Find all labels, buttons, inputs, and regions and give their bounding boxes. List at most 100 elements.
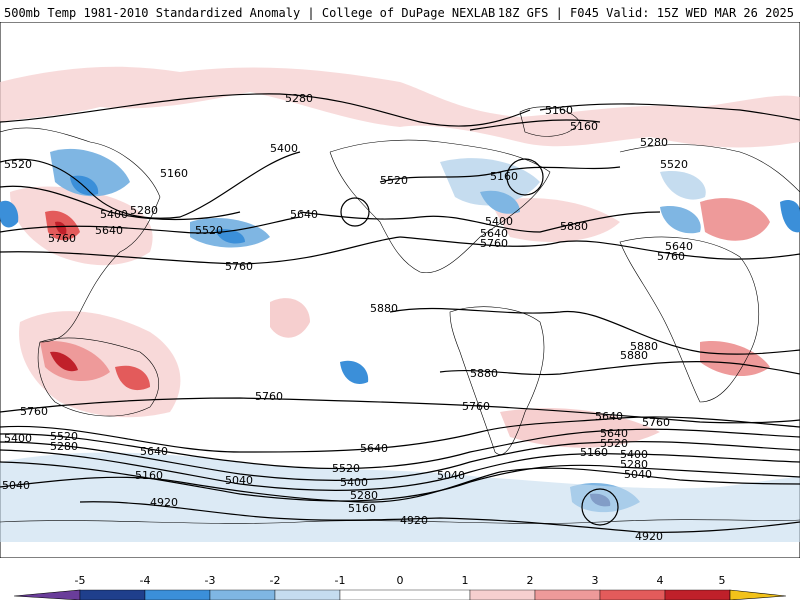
contour-label: 5880: [630, 340, 658, 353]
contour-label: 5760: [657, 250, 685, 263]
contour-label: 5520: [50, 430, 78, 443]
cool-anomaly-west-europe: [660, 171, 706, 200]
contour-label: 5160: [160, 167, 188, 180]
height-contours: [0, 93, 800, 533]
contour-label: 5160: [135, 469, 163, 482]
contour-5160-north: [469, 119, 601, 131]
contour-label: 5640: [600, 427, 628, 440]
contour-5520-na: [379, 166, 621, 183]
contour-5520-south: [0, 428, 800, 470]
cool-anomaly-north-america: [440, 158, 540, 206]
contour-label: 5760: [480, 237, 508, 250]
contour-5760-south: [0, 397, 800, 424]
contour-label: 5880: [560, 220, 588, 233]
colorbar-tick-label: -1: [335, 574, 346, 587]
contour-label: 5280: [640, 136, 668, 149]
coast-australia: [37, 337, 159, 417]
contour-label: 5280: [130, 204, 158, 217]
contour-label: 5880: [370, 302, 398, 315]
contour-5040-south: [0, 467, 800, 503]
contour-label: 5160: [570, 120, 598, 133]
coast-south-america: [449, 306, 545, 455]
contour-5760-pacific: [0, 236, 401, 265]
contour-5520-asia: [0, 185, 241, 221]
contour-label: 5760: [20, 405, 48, 418]
colorbar-over-triangle: [729, 589, 787, 600]
contour-label: 5400: [620, 448, 648, 461]
contour-label: 5760: [225, 260, 253, 273]
contour-5880-tropics: [389, 307, 800, 355]
contour-label: 5880: [620, 349, 648, 362]
cool-anomaly-west-edge: [0, 200, 19, 228]
contour-label: 5040: [225, 474, 253, 487]
contour-4920-south: [79, 501, 800, 533]
colorbar-bin: [534, 589, 601, 600]
contour-label: 5280: [620, 458, 648, 471]
contour-label: 5280: [285, 92, 313, 105]
contour-label: 5760: [48, 232, 76, 245]
contour-5400-asia: [0, 151, 301, 219]
contour-label: 5760: [642, 416, 670, 429]
contour-label: 5520: [600, 437, 628, 450]
cool-anomaly-east-edge: [780, 200, 800, 233]
cool-anomaly-north-pacific: [50, 148, 130, 197]
contour-5280-south: [0, 449, 800, 491]
colorbar: -5 -4 -3 -2 -1 0 1 2 3 4 5: [13, 574, 787, 600]
colorbar-tick-label: 5: [719, 574, 726, 587]
warm-anomaly-australia-core: [50, 351, 78, 372]
contour-label: 4920: [400, 514, 428, 527]
warm-anomaly-australia-south: [115, 365, 150, 391]
contour-label: 5640: [290, 208, 318, 221]
contour-label: 4920: [635, 530, 663, 543]
contour-5280-north: [0, 93, 531, 127]
colorbar-bin: [274, 589, 341, 600]
contour-closed-low-hudson: [506, 158, 544, 196]
contour-5640-south: [0, 416, 800, 453]
colorbar-tick-label: 3: [592, 574, 599, 587]
contour-label: 5160: [348, 502, 376, 515]
warm-anomaly-southern-africa: [700, 341, 770, 377]
cool-anomaly-eastern-europe: [660, 206, 701, 234]
contour-label: 5040: [2, 479, 30, 492]
contour-label: 5160: [580, 446, 608, 459]
contour-label: 5640: [665, 240, 693, 253]
colorbar-under-triangle: [13, 589, 81, 600]
contour-label: 5760: [255, 390, 283, 403]
colorbar-bin: [209, 589, 276, 600]
coast-africa: [619, 236, 759, 403]
colorbar-bin: [599, 589, 666, 600]
contour-label: 5520: [660, 158, 688, 171]
warm-anomaly-australia: [40, 341, 110, 382]
contour-label: 5400: [485, 215, 513, 228]
coast-asia: [0, 127, 161, 343]
contour-label: 5400: [100, 208, 128, 221]
contour-label: 5520: [380, 174, 408, 187]
colorbar-tick-label: 1: [462, 574, 469, 587]
contour-label: 5280: [350, 489, 378, 502]
colorbar-tick-label: 4: [657, 574, 664, 587]
colorbar-bin: [79, 589, 146, 600]
warm-anomaly-pacific: [270, 298, 310, 338]
anomaly-map: 5280 5160 5160 5520 5400 5160 5280 5400 …: [0, 22, 800, 558]
coast-europe: [619, 144, 800, 193]
colorbar-tick-label: -2: [270, 574, 281, 587]
warm-anomaly-asia-center: [55, 221, 67, 235]
contour-label: 5640: [595, 410, 623, 423]
contour-closed-low-pacific: [340, 197, 370, 227]
colorbar-bin: [144, 589, 211, 600]
warm-anomaly-arctic: [0, 66, 800, 148]
cool-anomaly-southeast-pacific: [340, 360, 369, 384]
coast-antarctica: [0, 519, 800, 524]
colorbar-bin: [469, 589, 536, 600]
contour-label: 5520: [4, 158, 32, 171]
contour-label: 5640: [480, 227, 508, 240]
contour-label-group: 5280 5160 5160 5520 5400 5160 5280 5400 …: [2, 92, 693, 543]
coast-greenland: [519, 106, 581, 137]
warm-anomaly-africa: [700, 198, 770, 241]
colorbar-tick-label: -5: [75, 574, 86, 587]
colorbar-tick-label: -3: [205, 574, 216, 587]
contour-label: 5400: [4, 432, 32, 445]
map-title: 500mb Temp 1981-2010 Standardized Anomal…: [4, 6, 496, 20]
contour-label: 4920: [150, 496, 178, 509]
contour-label: 5400: [340, 476, 368, 489]
